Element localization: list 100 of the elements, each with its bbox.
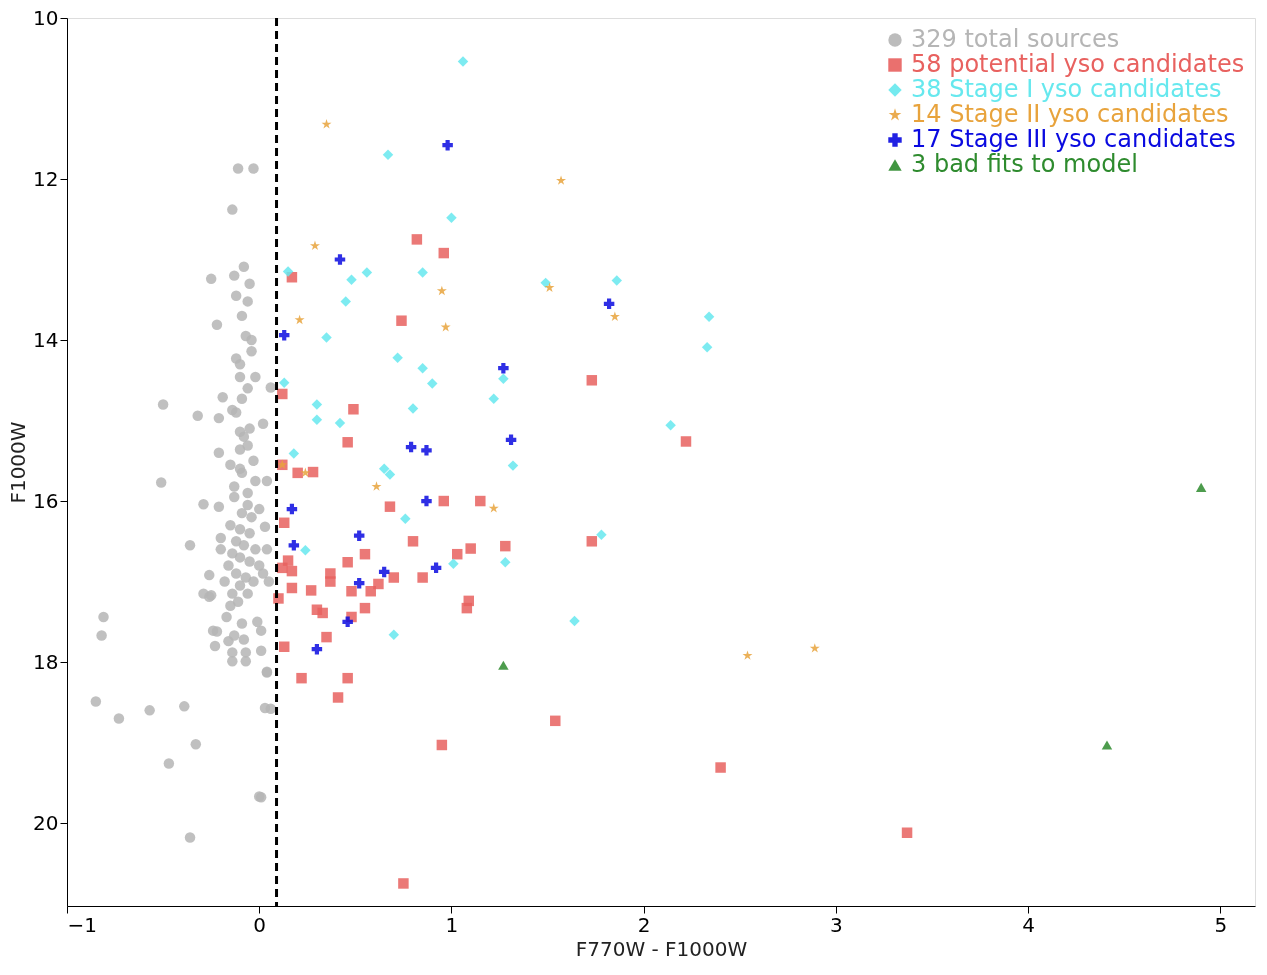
point [901,827,913,838]
point [500,556,511,568]
x-axis-title: F770W - F1000W [575,936,748,961]
point [340,296,351,307]
point [365,585,376,597]
y-tick-label: 16 [33,488,59,513]
point [498,373,509,384]
point [550,715,561,727]
point [334,254,346,265]
point [346,274,357,285]
point [353,577,365,589]
y-tick-label: 20 [33,810,59,835]
point [430,562,442,574]
point [300,467,311,478]
point [442,139,453,151]
point [701,342,713,353]
point [288,448,300,459]
point [294,314,305,325]
point [282,266,294,277]
point [353,530,365,541]
point [703,311,715,322]
point [603,298,615,310]
point [586,375,598,386]
point [373,578,384,590]
x-tick-label: 4 [1022,912,1036,937]
point [475,495,486,507]
point [446,212,457,223]
point [342,616,353,628]
point [321,631,332,643]
point [384,469,396,480]
point [321,332,332,343]
point [448,558,459,570]
point [421,445,432,456]
point [300,544,311,556]
point [1195,482,1207,492]
x-tick-label: 2 [637,912,651,937]
point [305,585,317,596]
point [465,543,476,554]
point [388,629,400,640]
point [498,660,509,670]
point [348,404,359,415]
point [359,548,371,560]
y-tick-label: 12 [33,166,59,191]
point [436,285,447,296]
point [488,393,499,405]
legend-label: 58 potential yso candidates [911,50,1245,78]
point [611,275,623,286]
point [680,436,692,447]
point [609,311,620,321]
point [436,739,448,751]
point [500,540,511,552]
y-tick-label: 10 [33,5,59,30]
point [586,536,598,547]
point [407,403,419,414]
point [382,149,394,161]
point [411,234,423,245]
point [378,566,390,578]
point [388,572,400,583]
point [417,267,428,278]
point [334,417,346,429]
point [742,650,753,660]
point [332,692,344,703]
point [311,399,323,410]
point [311,643,323,655]
point [292,467,303,479]
point [286,565,298,577]
point [342,672,353,684]
point [715,762,726,773]
point [361,267,373,278]
x-tick-label: 0 [253,912,267,937]
point [346,585,357,597]
point [278,377,290,388]
point [384,501,396,512]
point [359,602,371,614]
y-axis-title: F1000W [6,421,31,504]
point [540,277,551,289]
point [325,576,336,587]
point [1101,740,1113,750]
point [507,460,519,471]
point [451,548,463,560]
point [400,513,411,524]
point [278,329,290,341]
legend-label: 329 total sources [911,25,1120,53]
point [544,282,555,292]
point [342,556,353,568]
x-tick-label: 3 [830,912,843,937]
point [596,529,607,541]
point [278,517,290,529]
point [286,582,298,594]
point [407,536,419,547]
x-tick-label: 5 [1214,912,1228,937]
point [665,420,676,431]
point [438,247,450,259]
point [398,878,409,889]
point [311,414,323,425]
point [296,672,307,684]
point [556,175,567,185]
point [457,56,469,67]
point [427,378,438,389]
point [286,503,298,515]
